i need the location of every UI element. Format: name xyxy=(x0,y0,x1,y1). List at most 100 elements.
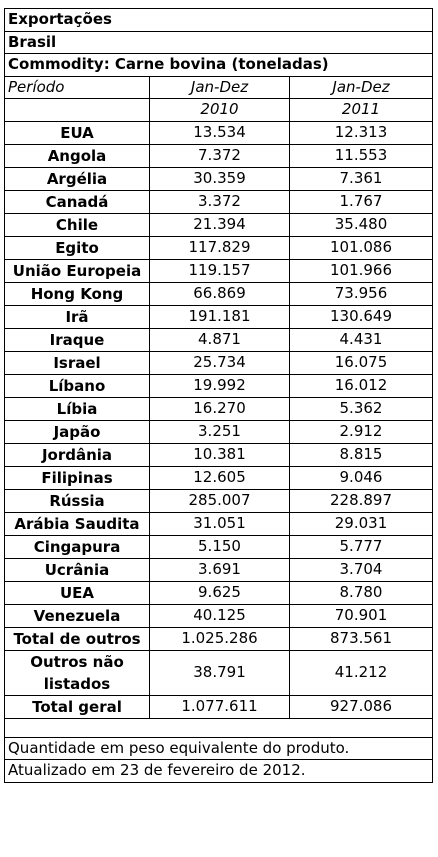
row-label: Total geral xyxy=(4,694,150,719)
value-2011: 3.704 xyxy=(289,557,433,582)
commodity: Commodity: Carne bovina (toneladas) xyxy=(4,53,433,77)
value-2011: 11.553 xyxy=(289,143,433,168)
value-2011: 29.031 xyxy=(289,511,433,536)
value-2010: 3.251 xyxy=(149,419,290,444)
data-row: Chile 21.394 35.480 xyxy=(4,212,433,237)
period: Jan-Dez xyxy=(149,75,290,99)
value-2011: 16.075 xyxy=(289,350,433,375)
row-label: Jordânia xyxy=(4,442,150,467)
value-2010: 10.381 xyxy=(149,442,290,467)
data-row: Argélia 30.359 7.361 xyxy=(4,166,433,191)
title: Exportações xyxy=(4,8,433,32)
row-label: Ucrânia xyxy=(4,557,150,582)
data-row: União Europeia 119.157 101.966 xyxy=(4,258,433,283)
value-2010: 25.734 xyxy=(149,350,290,375)
data-row: Cingapura 5.150 5.777 xyxy=(4,534,433,559)
value-2010: 4.871 xyxy=(149,327,290,352)
value-2010: 30.359 xyxy=(149,166,290,191)
row-label: Egito xyxy=(4,235,150,260)
value-2011: 35.480 xyxy=(289,212,433,237)
value-2011: 70.901 xyxy=(289,603,433,628)
data-row: Jordânia 10.381 8.815 xyxy=(4,442,433,467)
period-row: Período Jan-Dez Jan-Dez xyxy=(4,75,433,99)
empty-cell xyxy=(4,717,433,738)
year: 2010 xyxy=(149,98,290,122)
row-label: Total de outros xyxy=(4,626,150,651)
value-2011: 2.912 xyxy=(289,419,433,444)
value-2010: 3.691 xyxy=(149,557,290,582)
value-2010: 12.605 xyxy=(149,465,290,490)
value-2010: 285.007 xyxy=(149,488,290,513)
country-row: Brasil xyxy=(4,30,433,54)
data-row: Venezuela 40.125 70.901 xyxy=(4,603,433,628)
data-row: Filipinas 12.605 9.046 xyxy=(4,465,433,490)
value-2011: 228.897 xyxy=(289,488,433,513)
value-2011: 1.767 xyxy=(289,189,433,214)
data-row: Rússia 285.007 228.897 xyxy=(4,488,433,513)
data-row: Total geral 1.077.611 927.086 xyxy=(4,694,433,719)
value-2010: 3.372 xyxy=(149,189,290,214)
row-label: Outros não listados xyxy=(4,649,150,696)
title-row: Exportações xyxy=(4,8,433,32)
export-table: Exportações Brasil Commodity: Carne bovi… xyxy=(4,8,433,783)
note: Atualizado em 23 de fevereiro de 2012. xyxy=(4,759,433,783)
value-2010: 1.077.611 xyxy=(149,694,290,719)
value-2011: 73.956 xyxy=(289,281,433,306)
value-2010: 191.181 xyxy=(149,304,290,329)
data-row: EUA 13.534 12.313 xyxy=(4,120,433,145)
row-label: Venezuela xyxy=(4,603,150,628)
country: Brasil xyxy=(4,30,433,54)
value-2011: 101.966 xyxy=(289,258,433,283)
value-2011: 4.431 xyxy=(289,327,433,352)
period-label: Período xyxy=(4,75,150,99)
value-2010: 66.869 xyxy=(149,281,290,306)
value-2010: 38.791 xyxy=(149,649,290,696)
data-row: Israel 25.734 16.075 xyxy=(4,350,433,375)
data-row: Canadá 3.372 1.767 xyxy=(4,189,433,214)
row-label: Japão xyxy=(4,419,150,444)
row-label: Israel xyxy=(4,350,150,375)
data-row: Ucrânia 3.691 3.704 xyxy=(4,557,433,582)
year-row: 2010 2011 xyxy=(4,98,433,122)
period: Jan-Dez xyxy=(289,75,433,99)
row-label: Iraque xyxy=(4,327,150,352)
row-label: Arábia Saudita xyxy=(4,511,150,536)
value-2011: 12.313 xyxy=(289,120,433,145)
value-2010: 1.025.286 xyxy=(149,626,290,651)
data-row: Egito 117.829 101.086 xyxy=(4,235,433,260)
page: Exportações Brasil Commodity: Carne bovi… xyxy=(0,8,438,857)
value-2010: 19.992 xyxy=(149,373,290,398)
value-2011: 8.780 xyxy=(289,580,433,605)
row-label: Hong Kong xyxy=(4,281,150,306)
value-2011: 9.046 xyxy=(289,465,433,490)
data-row: UEA 9.625 8.780 xyxy=(4,580,433,605)
value-2010: 40.125 xyxy=(149,603,290,628)
data-row: Líbano 19.992 16.012 xyxy=(4,373,433,398)
data-row: Líbia 16.270 5.362 xyxy=(4,396,433,421)
data-row: Total de outros 1.025.286 873.561 xyxy=(4,626,433,651)
value-2010: 21.394 xyxy=(149,212,290,237)
row-label: Filipinas xyxy=(4,465,150,490)
note-row: Quantidade em peso equivalente do produt… xyxy=(4,736,433,760)
data-row: Irã 191.181 130.649 xyxy=(4,304,433,329)
table-body: Exportações Brasil Commodity: Carne bovi… xyxy=(4,8,433,783)
value-2010: 119.157 xyxy=(149,258,290,283)
value-2011: 5.362 xyxy=(289,396,433,421)
value-2011: 7.361 xyxy=(289,166,433,191)
row-label: Angola xyxy=(4,143,150,168)
value-2010: 5.150 xyxy=(149,534,290,559)
value-2011: 873.561 xyxy=(289,626,433,651)
empty-cell xyxy=(4,98,150,122)
row-label: Cingapura xyxy=(4,534,150,559)
value-2010: 117.829 xyxy=(149,235,290,260)
data-row: Arábia Saudita 31.051 29.031 xyxy=(4,511,433,536)
row-label: EUA xyxy=(4,120,150,145)
row-label: Chile xyxy=(4,212,150,237)
value-2011: 16.012 xyxy=(289,373,433,398)
value-2010: 9.625 xyxy=(149,580,290,605)
row-label: Rússia xyxy=(4,488,150,513)
value-2011: 130.649 xyxy=(289,304,433,329)
row-label: Canadá xyxy=(4,189,150,214)
data-row: Iraque 4.871 4.431 xyxy=(4,327,433,352)
row-label: Líbia xyxy=(4,396,150,421)
